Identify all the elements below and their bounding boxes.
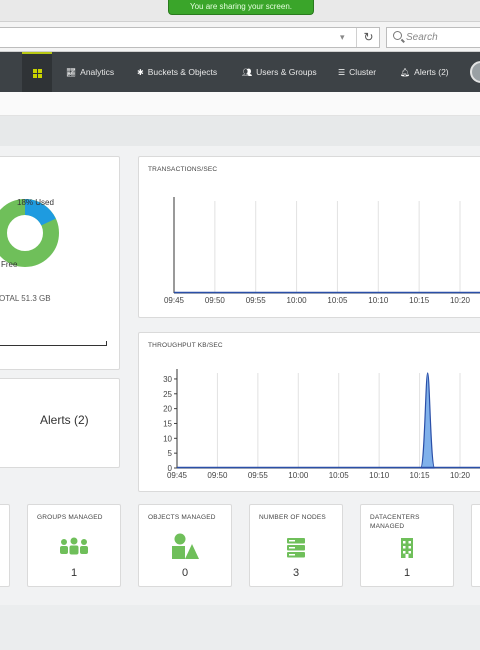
footer-band [0, 605, 480, 650]
browser-search-box[interactable] [386, 27, 480, 48]
users-group-icon [28, 537, 120, 562]
nav-item-buckets[interactable]: ✱ Buckets & Objects [137, 52, 217, 92]
browser-toolbar: ▾ ↻ [0, 22, 480, 52]
x-tick-label: 10:05 [329, 471, 350, 480]
x-tick-label: 09:55 [248, 471, 269, 480]
x-tick-label: 10:00 [288, 471, 309, 480]
stat-label: DATACENTERS MANAGED [370, 514, 420, 530]
stat-label: GROUPS MANAGED [37, 514, 103, 521]
nav-item-alerts[interactable]: 🔔︎ Alerts (2) [400, 52, 449, 92]
shapes-icon [139, 533, 231, 566]
stat-card-datacenters[interactable]: DATACENTERS MANAGED 1 [360, 504, 454, 587]
nav-label: Analytics [80, 67, 115, 77]
free-label: Free [1, 260, 18, 269]
throughput-panel: THROUGHPUT KB/SEC 09:45 09:50 09:55 10:00 10… [138, 332, 480, 492]
server-icon [250, 537, 342, 564]
chart-icon: 📈︎ [66, 68, 77, 77]
y-tick-label: 20 [163, 405, 172, 414]
x-tick-label: 09:45 [164, 296, 185, 305]
search-input[interactable] [406, 30, 480, 45]
x-tick-label: 09:55 [246, 296, 267, 305]
list-icon: ☰ [338, 68, 346, 77]
y-tick-label: 0 [168, 464, 173, 473]
storage-panel: 18% Used Free OTAL 51.3 GB [0, 156, 120, 370]
nav-item-cluster[interactable]: ☰ Cluster [338, 52, 376, 92]
throughput-area [420, 372, 436, 469]
main-nav: 📈︎ Analytics ✱ Buckets & Objects 👥︎ Users &… [0, 52, 480, 92]
nav-label: Cluster [349, 67, 377, 77]
x-tick-label: 10:15 [410, 471, 431, 480]
x-tick-label: 09:50 [205, 296, 226, 305]
reload-icon[interactable]: ↻ [356, 28, 380, 47]
browser-titlebar: You are sharing your screen. [0, 0, 480, 22]
stat-card-groups[interactable]: GROUPS MANAGED 1 [27, 504, 121, 587]
stat-label: NUMBER OF NODES [259, 514, 326, 521]
grid-icon [32, 69, 42, 78]
avatar[interactable] [470, 61, 480, 83]
chart-title: THROUGHPUT KB/SEC [148, 342, 223, 349]
donut [0, 199, 59, 267]
stat-value: 1 [70, 567, 78, 579]
y-tick-label: 10 [163, 434, 172, 443]
y-tick-label: 25 [163, 390, 172, 399]
x-tick-label: 10:10 [369, 471, 390, 480]
donut-used-slice [0, 199, 59, 267]
bell-icon: 🔔︎ [400, 68, 411, 77]
x-tick-label: 10:05 [327, 296, 348, 305]
building-icon [361, 537, 453, 564]
nav-item-dashboard[interactable] [22, 52, 52, 92]
alerts-count-label: Alerts (2) [40, 413, 89, 427]
y-tick-label: 5 [168, 449, 173, 458]
stat-card-nodes[interactable]: NUMBER OF NODES 3 [249, 504, 343, 587]
stat-card-partial [0, 504, 10, 587]
transactions-panel: TRANSACTIONS/SEC 09:45 09:50 09:55 10:00 10:… [138, 156, 480, 318]
x-tick-label: 10:00 [287, 296, 308, 305]
stat-value: 0 [181, 567, 189, 579]
x-tick-label: 10:20 [450, 296, 471, 305]
y-tick-label: 30 [163, 375, 172, 384]
x-tick-label: 09:50 [207, 471, 228, 480]
alerts-panel[interactable]: Alerts (2) [0, 378, 120, 468]
nav-label: Buckets & Objects [147, 67, 218, 77]
used-label: 18% Used [17, 198, 54, 207]
sub-header [0, 92, 480, 116]
nav-item-users-groups[interactable]: 👥︎ Users & Groups [242, 52, 317, 92]
screen-share-banner[interactable]: You are sharing your screen. [168, 0, 314, 15]
x-tick-label: 09:45 [167, 471, 188, 480]
stat-value: 1 [403, 567, 411, 579]
content-header-band [0, 116, 480, 146]
x-tick-label: 10:20 [450, 471, 471, 480]
nav-label: Alerts (2) [414, 67, 449, 77]
storage-donut-chart [0, 199, 59, 267]
users-icon: 👥︎ [242, 68, 253, 77]
gear-icon: ✱ [137, 68, 144, 77]
stat-value: 3 [292, 567, 300, 579]
total-capacity-label: OTAL 51.3 GB [0, 294, 51, 303]
search-icon [393, 31, 402, 40]
stat-card-partial [471, 504, 480, 587]
x-tick-label: 10:15 [409, 296, 430, 305]
transactions-chart: 09:45 09:50 09:55 10:00 10:05 10:10 10:15 10:20 [164, 197, 480, 305]
chevron-down-icon[interactable]: ▾ [340, 32, 345, 42]
usage-bar [0, 341, 107, 346]
stat-card-objects[interactable]: OBJECTS MANAGED 0 [138, 504, 232, 587]
nav-item-analytics[interactable]: 📈︎ Analytics [66, 52, 114, 92]
throughput-chart: 09:45 09:50 09:55 10:00 10:05 10:10 10:15 10:20… [163, 369, 480, 480]
stat-label: OBJECTS MANAGED [148, 514, 216, 521]
nav-label: Users & Groups [256, 67, 317, 77]
chart-title: TRANSACTIONS/SEC [148, 166, 218, 173]
y-tick-label: 15 [163, 419, 172, 428]
x-tick-label: 10:10 [368, 296, 389, 305]
address-bar[interactable]: ▾ ↻ [0, 27, 380, 48]
